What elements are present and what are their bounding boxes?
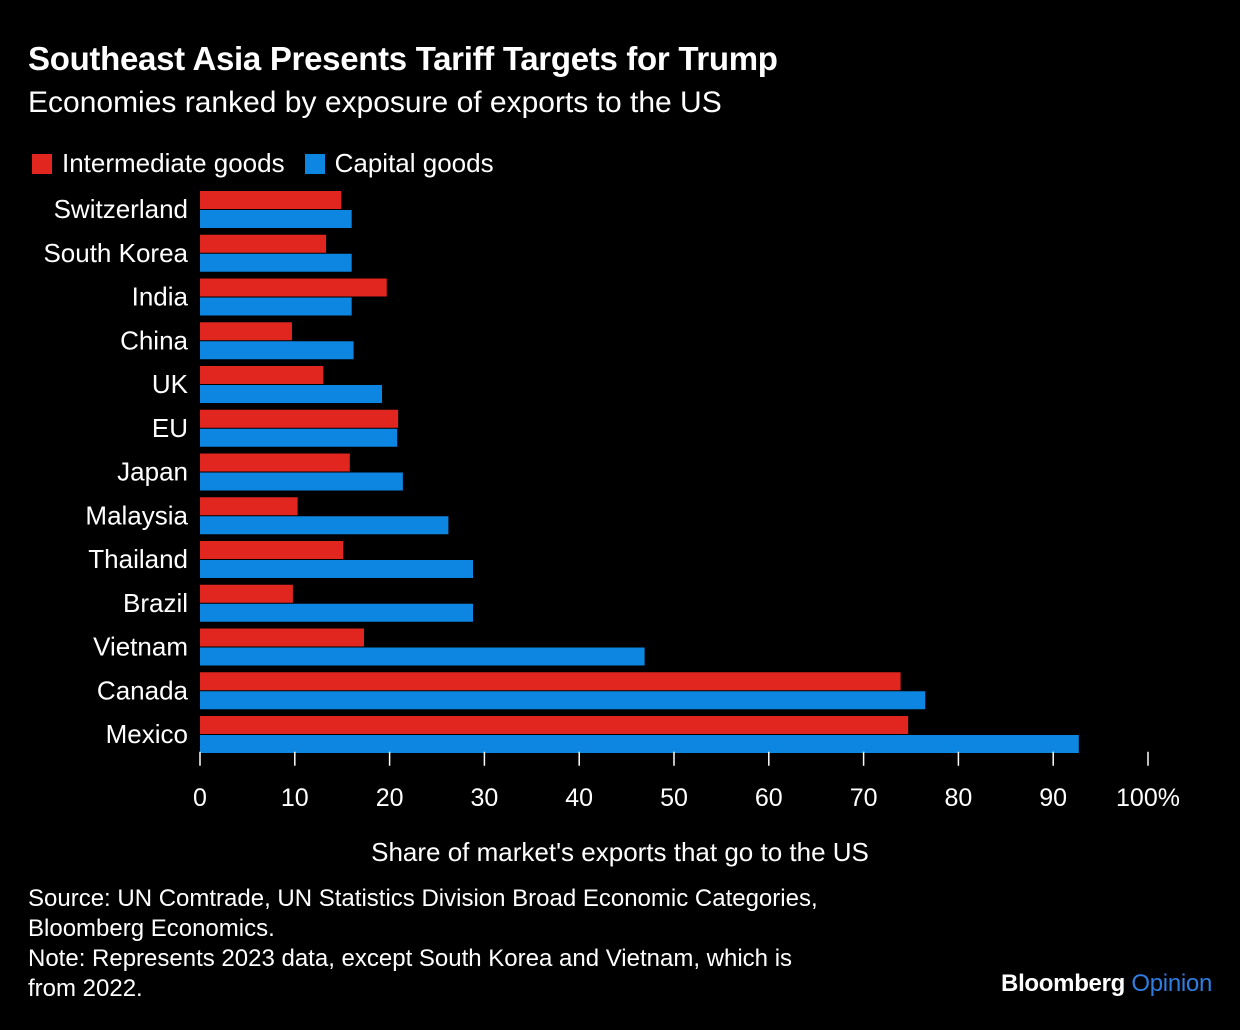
category-label-canada: Canada	[97, 675, 189, 705]
x-tick-label-9: 90	[1039, 784, 1067, 812]
x-tick-label-5: 50	[660, 784, 688, 812]
bar-thailand-intermediate	[200, 541, 344, 559]
category-label-india: India	[132, 282, 189, 312]
bar-switzerland-capital	[200, 210, 352, 228]
category-label-thailand: Thailand	[88, 544, 188, 574]
brand-section: Opinion	[1131, 970, 1212, 997]
x-tick-label-1: 10	[281, 784, 309, 812]
chart-title: Southeast Asia Presents Tariff Targets f…	[28, 40, 778, 77]
bar-canada-intermediate	[200, 672, 901, 691]
bar-eu-intermediate	[200, 409, 399, 428]
legend: Intermediate goods Capital goods	[32, 148, 514, 179]
bar-india-capital	[200, 297, 352, 316]
x-tick-label-0: 0	[193, 784, 207, 812]
brand-logo: Bloomberg Opinion	[1001, 970, 1212, 998]
bar-japan-capital	[200, 472, 403, 491]
category-label-japan: Japan	[117, 457, 188, 487]
legend-item-capital: Capital goods	[304, 148, 494, 179]
bar-malaysia-intermediate	[200, 497, 298, 516]
x-tick-label-4: 40	[565, 784, 593, 812]
bar-vietnam-intermediate	[200, 628, 365, 647]
source-note: Source: UN Comtrade, UN Statistics Divis…	[28, 884, 928, 1004]
category-label-south-korea: South Korea	[43, 238, 188, 268]
bar-south-korea-capital	[200, 253, 352, 272]
x-axis-title: Share of market's exports that go to the…	[371, 837, 869, 867]
category-label-mexico: Mexico	[106, 719, 188, 749]
bar-switzerland-intermediate	[200, 191, 342, 209]
legend-item-intermediate: Intermediate goods	[32, 148, 285, 179]
bar-canada-capital	[200, 691, 926, 710]
bar-mexico-capital	[200, 735, 1079, 753]
note-line-2: from 2022.	[28, 975, 143, 1002]
bar-uk-capital	[200, 385, 383, 403]
x-tick-label-2: 20	[376, 784, 404, 812]
category-label-eu: EU	[152, 413, 188, 443]
legend-swatch-capital	[304, 153, 325, 174]
category-label-china: China	[120, 325, 188, 355]
bar-india-intermediate	[200, 278, 387, 297]
x-tick-label-8: 80	[944, 784, 972, 812]
bar-south-korea-intermediate	[200, 234, 327, 253]
legend-label-intermediate: Intermediate goods	[62, 148, 285, 178]
bar-china-intermediate	[200, 322, 292, 341]
category-label-brazil: Brazil	[123, 588, 188, 618]
chart-subtitle: Economies ranked by exposure of exports …	[28, 86, 722, 119]
category-label-switzerland: Switzerland	[54, 194, 188, 224]
bar-brazil-capital	[200, 603, 474, 622]
bar-japan-intermediate	[200, 453, 350, 472]
bar-china-capital	[200, 341, 354, 360]
legend-label-capital: Capital goods	[334, 148, 494, 178]
brand-name: Bloomberg	[1001, 970, 1125, 997]
bar-chart: Switzerland South Korea India China UK EU Japa…	[43, 191, 1180, 867]
source-line-1: Source: UN Comtrade, UN Statistics Divis…	[28, 885, 818, 912]
bar-vietnam-capital	[200, 647, 645, 666]
bar-eu-capital	[200, 428, 398, 447]
bar-brazil-intermediate	[200, 584, 293, 603]
category-label-vietnam: Vietnam	[93, 632, 188, 662]
category-label-malaysia: Malaysia	[85, 500, 188, 530]
x-tick-label-6: 60	[755, 784, 783, 812]
bar-uk-intermediate	[200, 366, 324, 384]
x-tick-label-3: 30	[470, 784, 498, 812]
bar-mexico-intermediate	[200, 716, 909, 734]
note-line-1: Note: Represents 2023 data, except South…	[28, 945, 793, 972]
source-line-2: Bloomberg Economics.	[28, 915, 275, 942]
bar-thailand-capital	[200, 560, 474, 578]
x-tick-label-10: 100%	[1116, 784, 1180, 812]
x-tick-label-7: 70	[850, 784, 878, 812]
bar-malaysia-capital	[200, 516, 449, 535]
category-label-uk: UK	[152, 369, 189, 399]
legend-swatch-intermediate	[32, 153, 52, 174]
